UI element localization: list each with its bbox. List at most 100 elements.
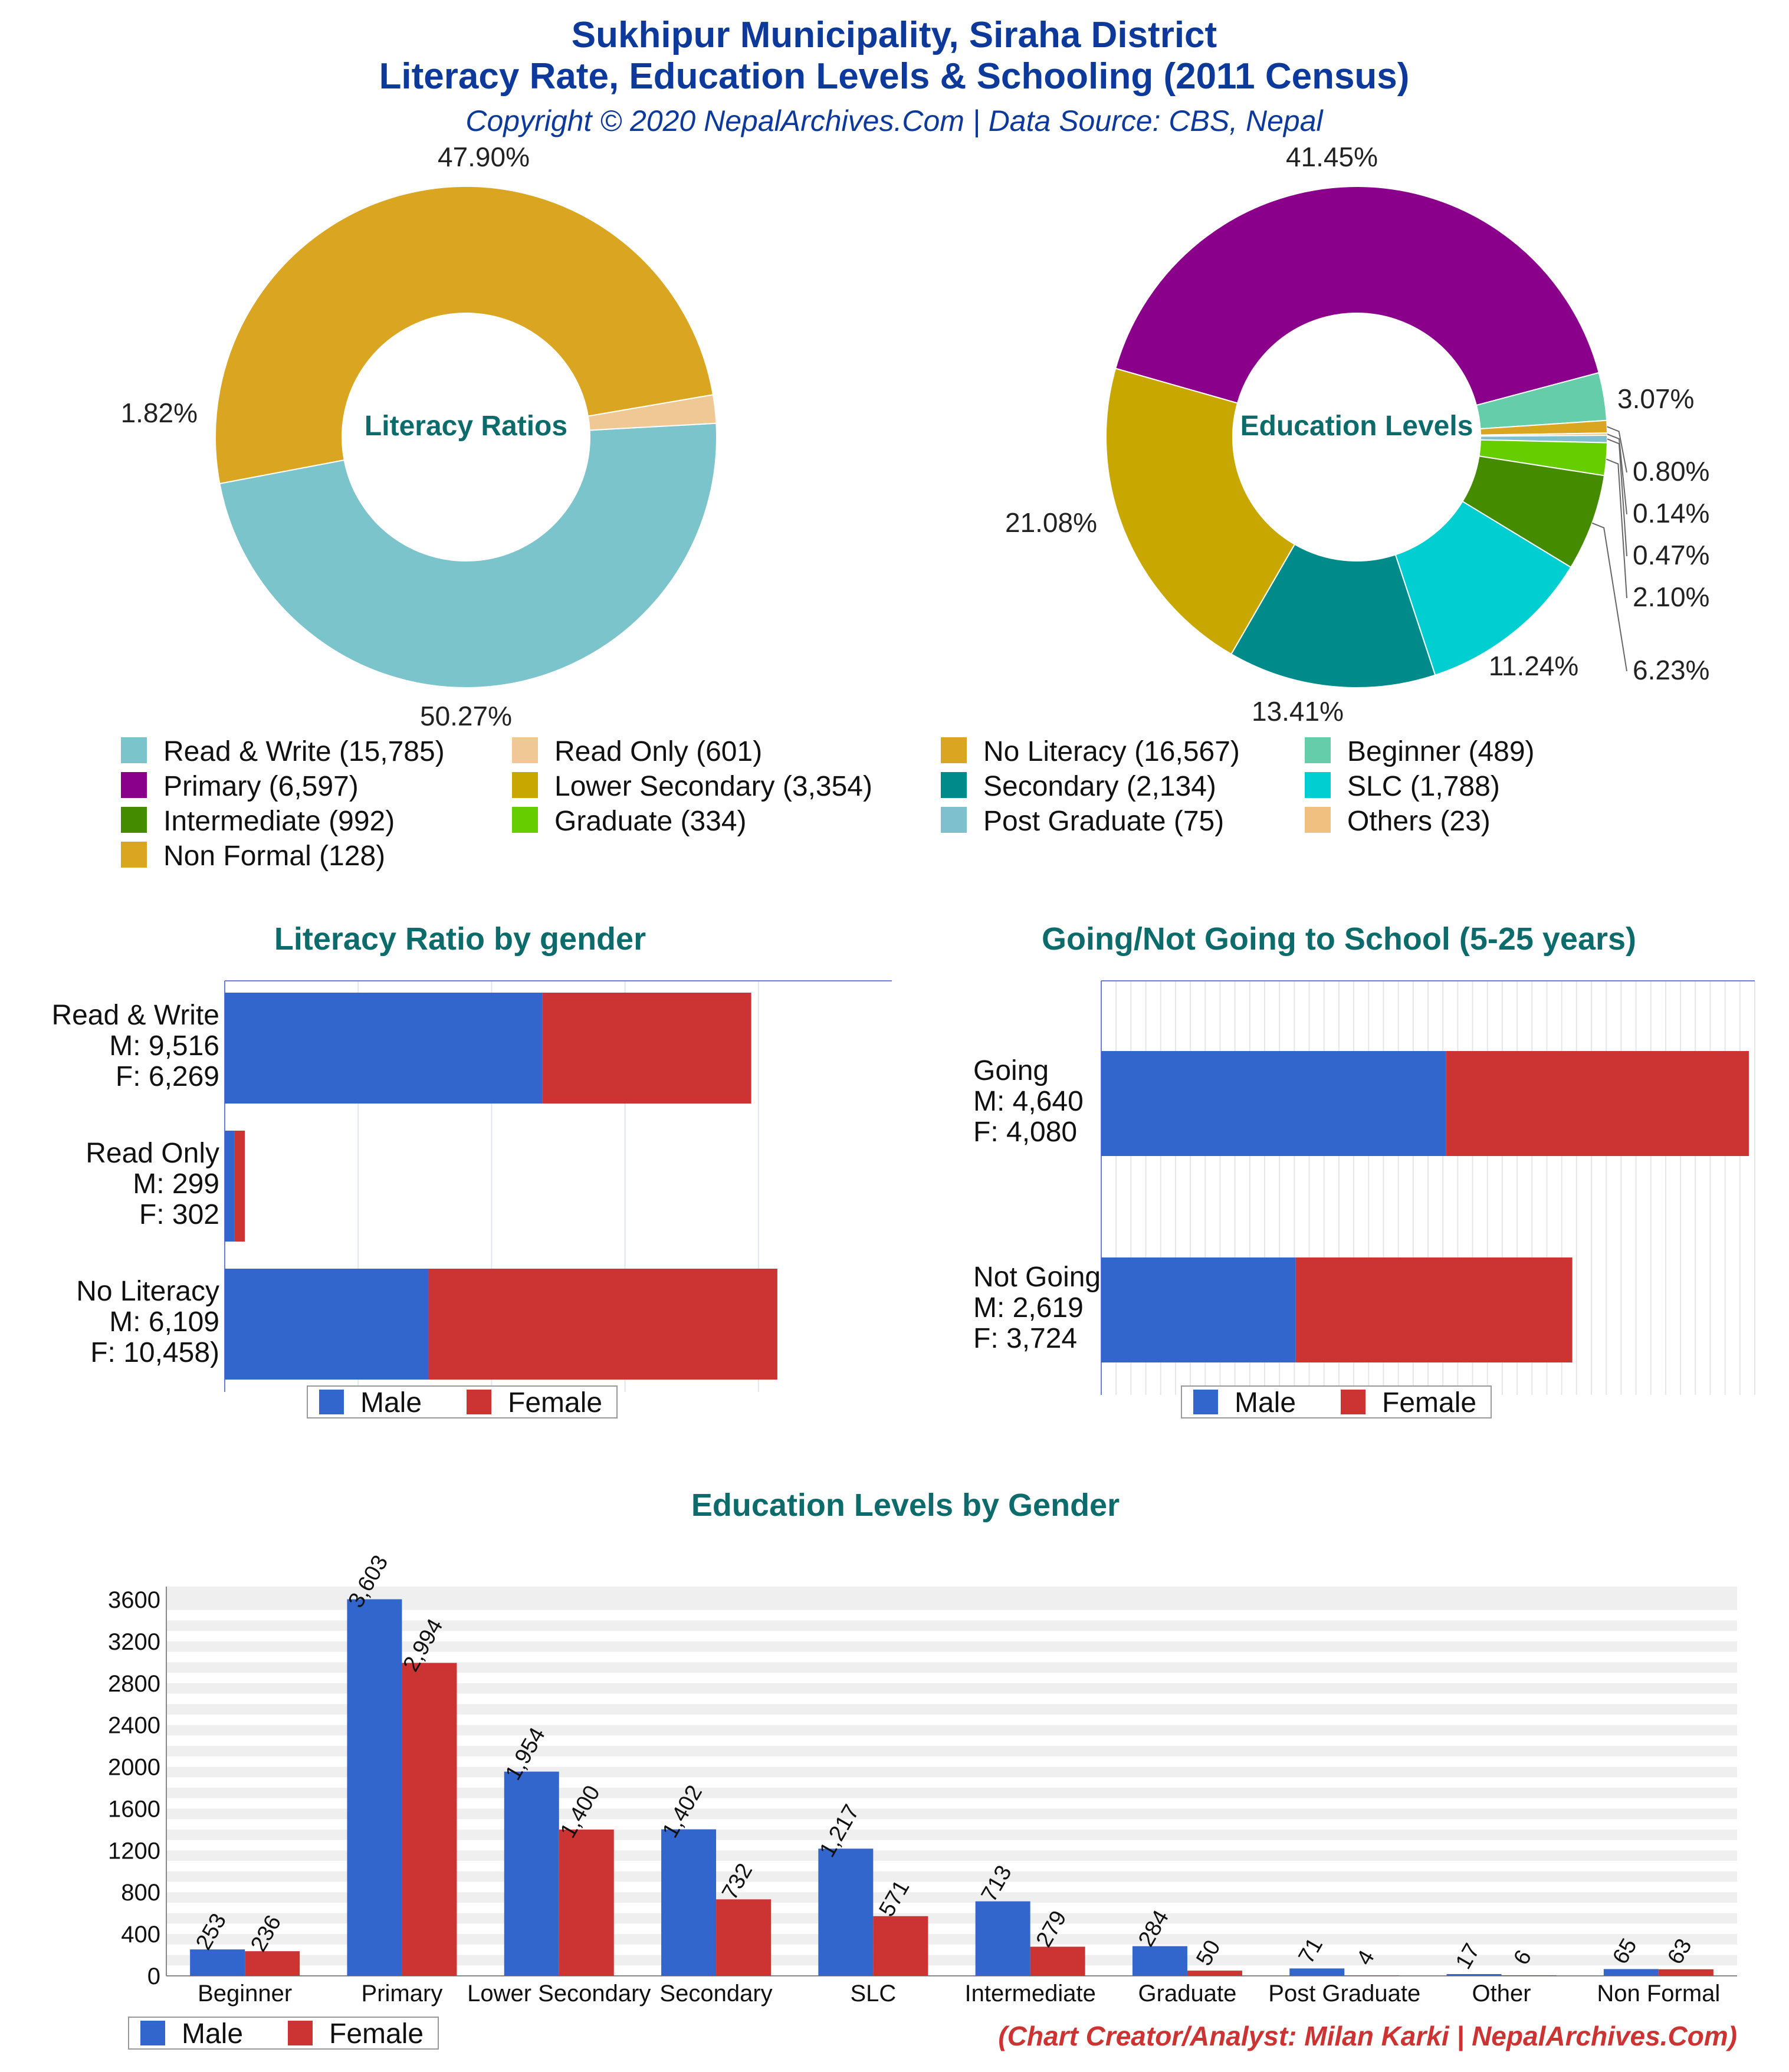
male-bar — [1603, 1969, 1659, 1976]
category-label: M: 2,619 — [973, 1292, 1084, 1324]
x-tick-label: Beginner — [198, 1981, 292, 2007]
leader-line — [1607, 438, 1627, 557]
grid-band — [166, 1725, 1737, 1736]
slice-percent-label: 2.10% — [1633, 582, 1709, 612]
x-tick-label: Lower Secondary — [467, 1981, 651, 2007]
leader-line — [1606, 458, 1627, 599]
legend-label: Non Formal (128) — [163, 840, 385, 872]
legend-swatch — [512, 772, 538, 798]
female-bar — [1658, 1969, 1713, 1976]
female-bar — [542, 993, 751, 1104]
legend-label-male: Male — [182, 2018, 243, 2050]
legend-swatch — [512, 737, 538, 763]
x-tick-label: Intermediate — [964, 1981, 1095, 2007]
y-tick-label: 800 — [121, 1880, 160, 1906]
female-bar — [428, 1269, 777, 1380]
x-tick-label: Primary — [362, 1981, 443, 2007]
male-bar — [1446, 1974, 1502, 1976]
legend-swatch — [941, 807, 967, 833]
slice-percent-label: 0.47% — [1633, 540, 1709, 570]
bar-value-label: 6 — [1509, 1946, 1537, 1969]
x-tick-label: Other — [1472, 1981, 1531, 2007]
male-bar — [975, 1901, 1030, 1976]
category-label: M: 6,109 — [109, 1306, 219, 1338]
male-bar — [661, 1829, 717, 1976]
education-levels-donut: 41.45% 3.07% 0.80% 0.14% 0.47% 2.10% 6.23% 11.2… — [1005, 142, 1709, 727]
title-line-2: Literacy Rate, Education Levels & School… — [379, 56, 1410, 97]
x-tick-label: Secondary — [659, 1981, 772, 2007]
y-tick-label: 0 — [147, 1963, 160, 1989]
grid-band — [166, 1620, 1737, 1631]
female-bar — [716, 1899, 772, 1976]
literacy-ratios-donut: 47.90% 50.27% 1.82% — [121, 142, 717, 731]
category-label: M: 299 — [133, 1168, 219, 1200]
legend-swatch — [512, 807, 538, 833]
legend-swatch-male — [140, 2021, 165, 2045]
legend-swatch-female — [288, 2021, 313, 2045]
donut-slice — [219, 422, 717, 688]
male-bar — [347, 1599, 402, 1976]
donut-slice — [1105, 367, 1296, 655]
category-label: F: 4,080 — [973, 1117, 1077, 1148]
grid-band — [166, 1746, 1737, 1756]
education-gender-title: Education Levels by Gender — [691, 1487, 1120, 1523]
legend-label: Lower Secondary (3,354) — [554, 771, 872, 802]
female-bar — [1446, 1051, 1749, 1156]
male-bar — [225, 1131, 235, 1242]
grid-band — [166, 1662, 1737, 1673]
legend-swatch — [121, 842, 147, 868]
donut-slice — [1114, 186, 1600, 406]
slice-percent-label: 1.82% — [121, 398, 198, 428]
category-label: Read Only — [86, 1138, 219, 1169]
category-label: F: 3,724 — [973, 1323, 1077, 1354]
legend-label-male: Male — [360, 1387, 422, 1418]
legend-label: SLC (1,788) — [1347, 771, 1500, 802]
legend-swatch — [1305, 807, 1331, 833]
legend-swatch — [121, 737, 147, 763]
male-bar — [225, 993, 543, 1104]
legend-swatch-female — [1341, 1390, 1365, 1414]
category-label: Not Going — [973, 1262, 1101, 1293]
category-label: No Literacy — [76, 1276, 219, 1307]
category-label: Going — [973, 1055, 1049, 1086]
x-tick-label: Post Graduate — [1268, 1981, 1420, 2007]
female-bar — [402, 1663, 457, 1976]
legend-label: Post Graduate (75) — [983, 806, 1224, 837]
male-bar — [1101, 1257, 1296, 1362]
female-bar — [1030, 1946, 1085, 1976]
donut-slice — [215, 185, 714, 485]
legend-box — [307, 1385, 618, 1418]
legend-swatch-male — [1193, 1390, 1218, 1414]
slice-percent-label: 21.08% — [1005, 507, 1097, 538]
legend-label: Graduate (334) — [554, 806, 747, 837]
female-bar — [559, 1829, 614, 1976]
slice-percent-label: 0.80% — [1633, 456, 1709, 487]
y-tick-label: 400 — [121, 1922, 160, 1948]
male-bar — [1289, 1968, 1345, 1976]
legend-label-female: Female — [1382, 1387, 1476, 1418]
y-tick-label: 2800 — [108, 1671, 160, 1697]
category-label: M: 4,640 — [973, 1086, 1084, 1117]
legend-label: Intermediate (992) — [163, 806, 395, 837]
legend-box — [1181, 1385, 1492, 1418]
category-label: F: 302 — [139, 1199, 219, 1230]
y-tick-label: 3200 — [108, 1629, 160, 1655]
grid-band — [166, 1641, 1737, 1652]
category-label: Read & Write — [51, 1000, 219, 1031]
donut-slice — [1394, 500, 1572, 676]
category-label: F: 10,458) — [90, 1337, 219, 1368]
slice-percent-label: 41.45% — [1286, 142, 1378, 172]
legend-swatch — [1305, 772, 1331, 798]
slice-percent-label: 13.41% — [1252, 696, 1344, 727]
title-line-1: Sukhipur Municipality, Siraha District — [572, 15, 1217, 55]
female-bar — [1501, 1975, 1557, 1976]
slice-percent-label: 6.23% — [1633, 655, 1709, 685]
donut-slice — [1230, 543, 1436, 689]
pie-legend: Read & Write (15,785) Read Only (601) No L… — [121, 736, 1535, 872]
x-tick-label: SLC — [850, 1981, 896, 2007]
y-tick-label: 1200 — [108, 1838, 160, 1864]
bar-value-label: 4 — [1352, 1946, 1380, 1969]
